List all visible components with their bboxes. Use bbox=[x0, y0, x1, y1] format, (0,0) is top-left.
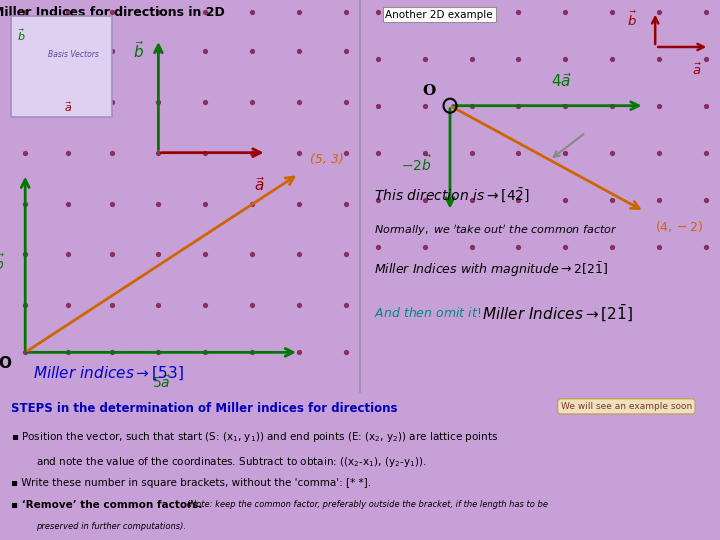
Text: and note the value of the coordinates. Subtract to obtain: ((x$_2$-x$_1$), (y$_2: and note the value of the coordinates. S… bbox=[36, 455, 427, 469]
Text: $\vec{b}$: $\vec{b}$ bbox=[627, 10, 637, 29]
Text: $\mathit{And\ then\ omit\ it!}$: $\mathit{And\ then\ omit\ it!}$ bbox=[374, 306, 482, 320]
Text: $-2\vec{b}$: $-2\vec{b}$ bbox=[401, 154, 432, 174]
Text: $(4, -2)$: $(4, -2)$ bbox=[655, 219, 703, 234]
Text: $\vec{a}$: $\vec{a}$ bbox=[64, 100, 73, 113]
Text: Basis Vectors: Basis Vectors bbox=[48, 50, 99, 59]
Text: O: O bbox=[423, 84, 436, 98]
Text: $\mathit{Miller\ Indices\ with\ magnitude} \rightarrow 2[2\bar{1}]$: $\mathit{Miller\ Indices\ with\ magnitud… bbox=[374, 261, 608, 279]
Text: We will see an example soon: We will see an example soon bbox=[561, 402, 692, 411]
Text: $\mathit{This\ direction\ is} \rightarrow [4\bar{2}]$: $\mathit{This\ direction\ is} \rightarro… bbox=[374, 187, 531, 205]
Text: $5\vec{a}$: $5\vec{a}$ bbox=[153, 374, 171, 390]
Text: ▪ Write these number in square brackets, without the 'comma': [* *].: ▪ Write these number in square brackets,… bbox=[11, 477, 371, 488]
FancyBboxPatch shape bbox=[11, 16, 112, 118]
Text: O: O bbox=[0, 356, 11, 372]
Text: $\mathit{Miller\ Indices} \rightarrow [2\bar{1}]$: $\mathit{Miller\ Indices} \rightarrow [2… bbox=[482, 303, 634, 323]
Text: $\vec{a}$: $\vec{a}$ bbox=[692, 63, 702, 78]
Text: (Note: keep the common factor, preferably outside the bracket, if the length has: (Note: keep the common factor, preferabl… bbox=[184, 500, 548, 509]
Text: $3\vec{b}$: $3\vec{b}$ bbox=[0, 253, 6, 273]
Text: $\vec{b}$: $\vec{b}$ bbox=[17, 28, 26, 43]
Text: $\vec{a}$: $\vec{a}$ bbox=[253, 176, 265, 194]
Text: ▪ Position the vector, such that start (S: (x$_1$, y$_1$)) and end points (E: (x: ▪ Position the vector, such that start (… bbox=[11, 430, 498, 444]
Text: Another 2D example: Another 2D example bbox=[385, 10, 493, 20]
Text: $\mathit{Normally,\ we\ 'take\ out'\ the\ common\ factor}$: $\mathit{Normally,\ we\ 'take\ out'\ the… bbox=[374, 224, 618, 239]
Text: $4\vec{a}$: $4\vec{a}$ bbox=[552, 72, 572, 90]
Text: $\mathit{Miller\ indices} \rightarrow [53]$: $\mathit{Miller\ indices} \rightarrow [5… bbox=[32, 364, 184, 382]
Text: $\vec{b}$: $\vec{b}$ bbox=[132, 40, 144, 62]
Text: Miller Indices for directions in 2D: Miller Indices for directions in 2D bbox=[0, 6, 225, 19]
Text: STEPS in the determination of Miller indices for directions: STEPS in the determination of Miller ind… bbox=[11, 402, 397, 415]
Text: (5, 3): (5, 3) bbox=[310, 153, 343, 166]
Text: preserved in further computations).: preserved in further computations). bbox=[36, 522, 186, 531]
Text: ▪ ‘Remove’ the common factors.: ▪ ‘Remove’ the common factors. bbox=[11, 500, 202, 510]
